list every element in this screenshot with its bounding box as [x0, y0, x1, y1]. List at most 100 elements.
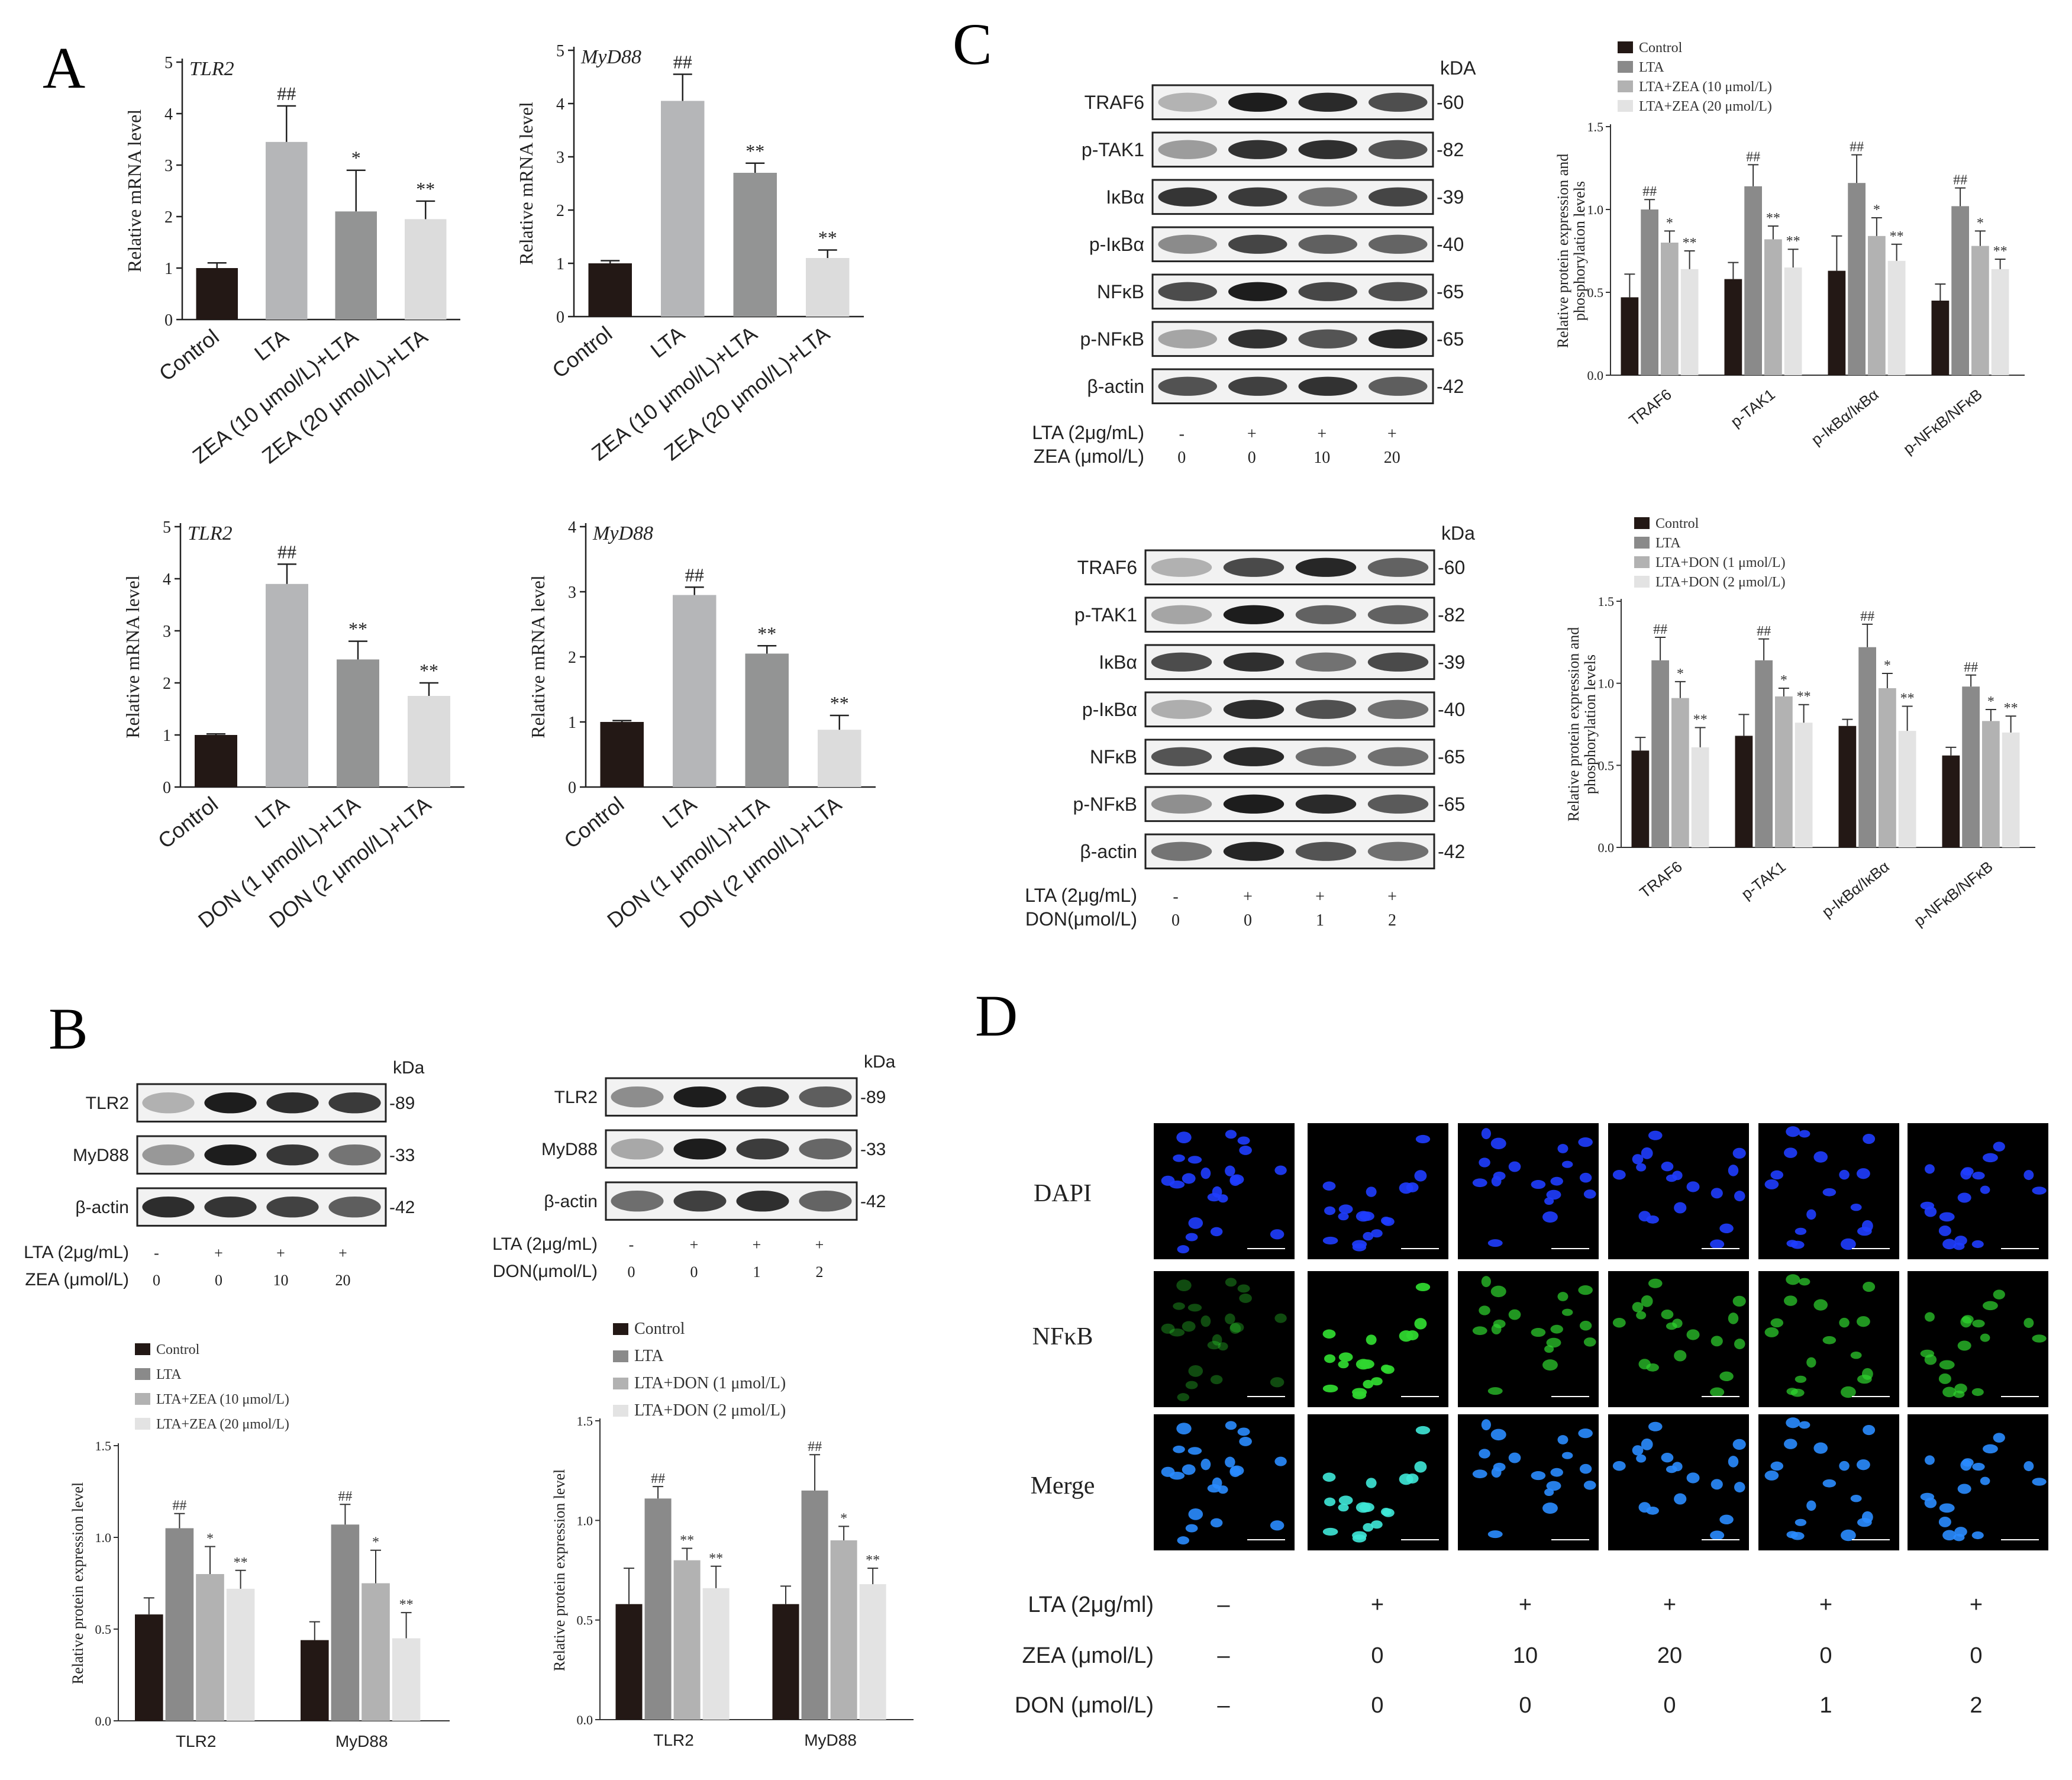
treatment-value: + — [338, 1244, 347, 1262]
cell-nucleus — [1579, 1172, 1592, 1183]
cell-nucleus — [1674, 1202, 1687, 1214]
bar — [405, 219, 447, 320]
cell-nucleus — [1857, 1375, 1872, 1384]
blot-kda-label: -42 — [860, 1192, 886, 1211]
micrograph — [1608, 1123, 1749, 1259]
cell-nucleus — [1237, 1136, 1250, 1145]
blot-band — [611, 1138, 664, 1160]
cell-nucleus — [1784, 1147, 1797, 1158]
significance-label: ## — [1642, 184, 1657, 199]
bar — [1982, 721, 2000, 847]
cell-nucleus — [1942, 1239, 1957, 1250]
legend-label: Control — [156, 1342, 200, 1357]
cell-nucleus — [1857, 1227, 1872, 1236]
kda-header: kDa — [864, 1052, 896, 1072]
x-tick-label: Control — [153, 792, 222, 853]
cell-nucleus — [1962, 1458, 1974, 1467]
blot-band — [1223, 605, 1284, 624]
bar — [644, 1498, 672, 1720]
cell-nucleus — [1795, 1518, 1807, 1526]
legend-swatch — [1634, 576, 1650, 588]
cell-nucleus — [1806, 1500, 1816, 1511]
cell-nucleus — [1863, 1282, 1876, 1292]
blot-band — [1228, 234, 1287, 254]
x-tick-label: TRAF6 — [1625, 385, 1674, 429]
cell-nucleus — [1270, 1377, 1284, 1388]
cell-nucleus — [1225, 1456, 1235, 1468]
cell-nucleus — [1957, 1192, 1971, 1203]
bar — [1991, 269, 2009, 375]
cell-nucleus — [1218, 1342, 1228, 1351]
treatment-value: - — [1173, 888, 1178, 906]
cell-nucleus — [1491, 1467, 1502, 1478]
bar-chart-a-3: 0 1 2 3 4 Relative mRNA level MyD88 Control ## LT… — [527, 518, 876, 933]
bar — [165, 1528, 194, 1721]
cell-nucleus — [1239, 1436, 1252, 1446]
y-axis-label: Relative protein expression and — [1554, 154, 1571, 349]
cell-nucleus — [1363, 1231, 1374, 1241]
treatment-value: 10 — [1313, 449, 1330, 467]
cell-nucleus — [1338, 1204, 1353, 1214]
significance-label: * — [840, 1511, 847, 1526]
cell-nucleus — [1924, 1497, 1937, 1508]
blot-row-label: MyD88 — [541, 1140, 598, 1159]
treatment-value: + — [753, 1236, 761, 1253]
cell-nucleus — [1980, 1185, 1990, 1194]
legend-label: LTA+DON (1 μmol/L) — [1655, 555, 1786, 570]
treatment-value: + — [815, 1236, 824, 1253]
micrograph-bg — [1908, 1414, 2048, 1550]
cell-nucleus — [1415, 1426, 1431, 1435]
blot-kda-label: -40 — [1437, 234, 1464, 255]
y-axis-label: Relative protein expression level — [551, 1469, 568, 1672]
cell-nucleus — [1546, 1189, 1561, 1200]
cell-nucleus — [1924, 1354, 1937, 1365]
significance-label: * — [1666, 215, 1673, 231]
blot-band — [1295, 699, 1357, 719]
x-tick-label: Control — [547, 321, 617, 383]
blot-band — [1158, 329, 1218, 349]
significance-label: ** — [399, 1597, 414, 1613]
treatment-value: - — [629, 1236, 634, 1253]
significance-label: ** — [866, 1553, 880, 1568]
treatment-value: - — [154, 1244, 159, 1262]
blot-row-label: p-NFκB — [1073, 794, 1137, 815]
blot-kda-label: -60 — [1437, 92, 1464, 113]
cell-nucleus — [1972, 1172, 1985, 1180]
cell-nucleus — [1983, 1444, 1998, 1454]
y-tick-label: 1 — [568, 714, 576, 732]
cell-nucleus — [1322, 1236, 1338, 1245]
bar — [1631, 750, 1650, 847]
cell-nucleus — [1274, 1456, 1287, 1466]
cell-nucleus — [1795, 1375, 1807, 1383]
y-tick-label: 0.0 — [1587, 368, 1604, 383]
x-tick-label: LTA — [646, 321, 689, 363]
treatment-value: + — [1315, 888, 1325, 906]
micrograph — [1758, 1414, 1899, 1550]
bar — [600, 722, 644, 787]
bar — [1795, 723, 1813, 847]
bar — [1828, 270, 1846, 375]
cell-nucleus — [1352, 1391, 1367, 1400]
cell-nucleus — [2032, 1334, 2047, 1343]
cell-nucleus — [1648, 1278, 1663, 1288]
significance-label: * — [1780, 673, 1787, 688]
blot-band — [1223, 557, 1284, 577]
treatment-value: 0 — [1171, 911, 1180, 930]
blot-row-label: NFκB — [1097, 281, 1144, 302]
cell-nucleus — [1557, 1292, 1568, 1301]
chart-title: TLR2 — [188, 523, 233, 544]
blot-row-label: TLR2 — [86, 1094, 129, 1113]
significance-label: ## — [1953, 173, 1967, 188]
blot-band — [1158, 234, 1218, 254]
significance-label: ** — [419, 660, 438, 681]
blot-band — [1368, 187, 1428, 207]
cell-nucleus — [1225, 1421, 1237, 1430]
blot-row-label: β-actin — [75, 1198, 129, 1217]
legend-label: LTA+ZEA (10 μmol/L) — [1639, 79, 1772, 95]
blot-band — [1158, 140, 1218, 159]
bar — [1651, 660, 1669, 847]
y-axis-label: Relative protein expression and — [1565, 627, 1582, 822]
blot-band — [328, 1092, 381, 1114]
blot-band — [736, 1086, 789, 1108]
blot-band — [1295, 557, 1357, 577]
